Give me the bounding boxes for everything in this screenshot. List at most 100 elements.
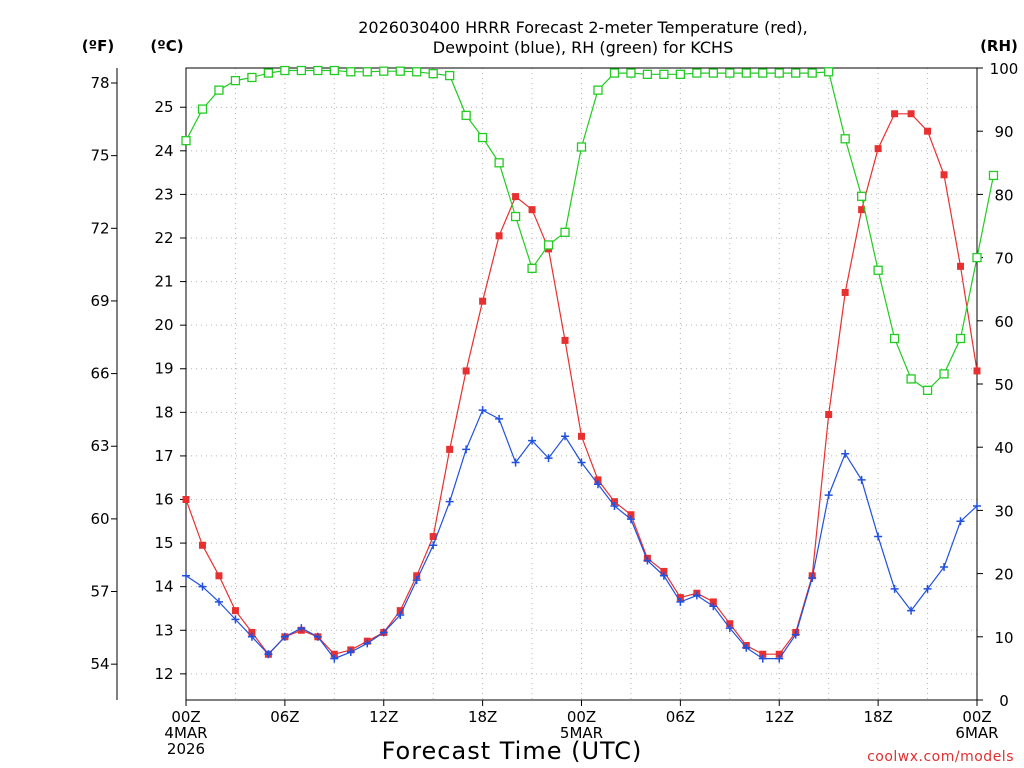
- temperature-point: [924, 127, 932, 135]
- temperature-point: [594, 476, 602, 484]
- time-tick-label: 00Z: [962, 708, 991, 726]
- rh-tick-label: 50: [994, 376, 1013, 394]
- fahrenheit-axis: 54 57 60 63 66 69 72 75 78: [90, 74, 117, 673]
- dewpoint-point: [280, 632, 289, 641]
- rh-point: [280, 65, 290, 76]
- fahrenheit-tick-label: 69: [90, 292, 109, 310]
- time-tick-label: 12Z: [765, 708, 794, 726]
- rh-point: [329, 65, 339, 76]
- celsius-tick-label: 16: [154, 491, 173, 509]
- rh-point: [988, 170, 999, 181]
- rh-point: [428, 69, 438, 79]
- temperature-point: [198, 541, 206, 549]
- rh-point: [346, 67, 356, 77]
- temperature-point: [957, 262, 965, 270]
- dewpoint-point: [659, 571, 668, 580]
- dewpoint-point: [890, 584, 899, 593]
- celsius-tick-label: 19: [154, 360, 173, 378]
- time-tick-label: 2026: [167, 740, 205, 758]
- dewpoint-point: [544, 454, 553, 463]
- temperature-point: [561, 336, 569, 344]
- temperature-point: [446, 445, 454, 453]
- fahrenheit-tick-label: 60: [90, 510, 109, 528]
- fahrenheit-tick-label: 63: [90, 437, 109, 455]
- rh-point: [939, 369, 949, 379]
- rh-point: [626, 68, 636, 78]
- dewpoint-point: [626, 515, 635, 524]
- rh-point: [296, 65, 307, 76]
- temperature-point: [676, 594, 684, 602]
- time-tick-label: 12Z: [369, 708, 398, 726]
- temperature-point: [973, 367, 981, 375]
- temperature-point: [891, 110, 899, 118]
- dewpoint-point: [214, 597, 223, 606]
- dewpoint-point: [956, 517, 965, 526]
- rh-point: [873, 265, 883, 275]
- temperature-point: [726, 620, 734, 628]
- fahrenheit-tick-label: 57: [90, 583, 109, 601]
- dewpoint-point: [857, 475, 866, 484]
- time-tick-label: 00Z: [171, 708, 200, 726]
- x-axis-title: Forecast Time (UTC): [382, 737, 643, 765]
- dewpoint-point: [313, 632, 322, 641]
- dewpoint-point: [247, 632, 256, 641]
- dewpoint-point: [412, 576, 421, 585]
- temperature-point: [429, 533, 437, 541]
- dewpoint-point: [742, 643, 751, 652]
- temperature-point: [215, 572, 223, 580]
- rh-point: [247, 72, 257, 83]
- rh-point: [214, 85, 224, 95]
- rh-tick-label: 100: [990, 60, 1019, 78]
- temperature-point: [462, 367, 470, 375]
- rh-point: [774, 68, 784, 78]
- celsius-tick-label: 12: [154, 665, 173, 683]
- dewpoint-point: [725, 624, 734, 633]
- dewpoint-point: [791, 630, 800, 639]
- dewpoint-point: [610, 502, 619, 511]
- rh-point: [230, 75, 241, 86]
- rh-tick-label: 40: [994, 439, 1013, 457]
- temperature-point: [940, 171, 948, 179]
- dewpoint-point: [231, 615, 240, 624]
- rh-point: [379, 66, 389, 76]
- dewpoint-line: [185, 409, 978, 660]
- dewpoint-point: [429, 541, 438, 550]
- dewpoint-point: [264, 650, 273, 659]
- celsius-tick-label: 20: [154, 316, 173, 334]
- rh-point: [593, 85, 603, 95]
- rh-point: [692, 68, 702, 78]
- rh-point: [494, 158, 504, 168]
- time-tick-label: 5MAR: [560, 724, 603, 742]
- rh-point: [791, 68, 801, 78]
- celsius-tick-label: 17: [154, 447, 173, 465]
- rh-point: [708, 68, 718, 78]
- celsius-tick-label: 15: [154, 534, 173, 552]
- temperature-point: [182, 496, 190, 504]
- temperature-point: [479, 297, 487, 305]
- temperature-point: [775, 650, 783, 658]
- rh-point: [856, 191, 867, 201]
- celsius-axis: 12 13 14 15 16 17 18 19 20 21 22 23 24 25: [154, 98, 186, 683]
- dewpoint-point: [379, 628, 388, 637]
- celsius-unit-label: (ºC): [150, 37, 183, 55]
- temperature-point: [660, 567, 668, 575]
- time-tick-label: 06Z: [666, 708, 695, 726]
- dewpoint-point: [940, 563, 949, 572]
- dewpoint-point: [478, 406, 487, 415]
- temperature-point: [528, 206, 536, 214]
- time-tick-label: 06Z: [270, 708, 299, 726]
- dewpoint-point: [445, 497, 454, 506]
- rh-point: [560, 227, 570, 237]
- rh-tick-label: 60: [994, 313, 1013, 331]
- series-layer: [181, 65, 999, 663]
- rh-point: [510, 211, 521, 222]
- dewpoint-point: [198, 582, 207, 591]
- temperature-point: [627, 511, 635, 519]
- rh-point: [362, 67, 372, 77]
- rh-point: [263, 68, 274, 78]
- rh-point: [445, 70, 455, 81]
- temperature-point: [396, 607, 404, 615]
- rh-point: [889, 333, 900, 344]
- celsius-tick-label: 18: [154, 403, 173, 421]
